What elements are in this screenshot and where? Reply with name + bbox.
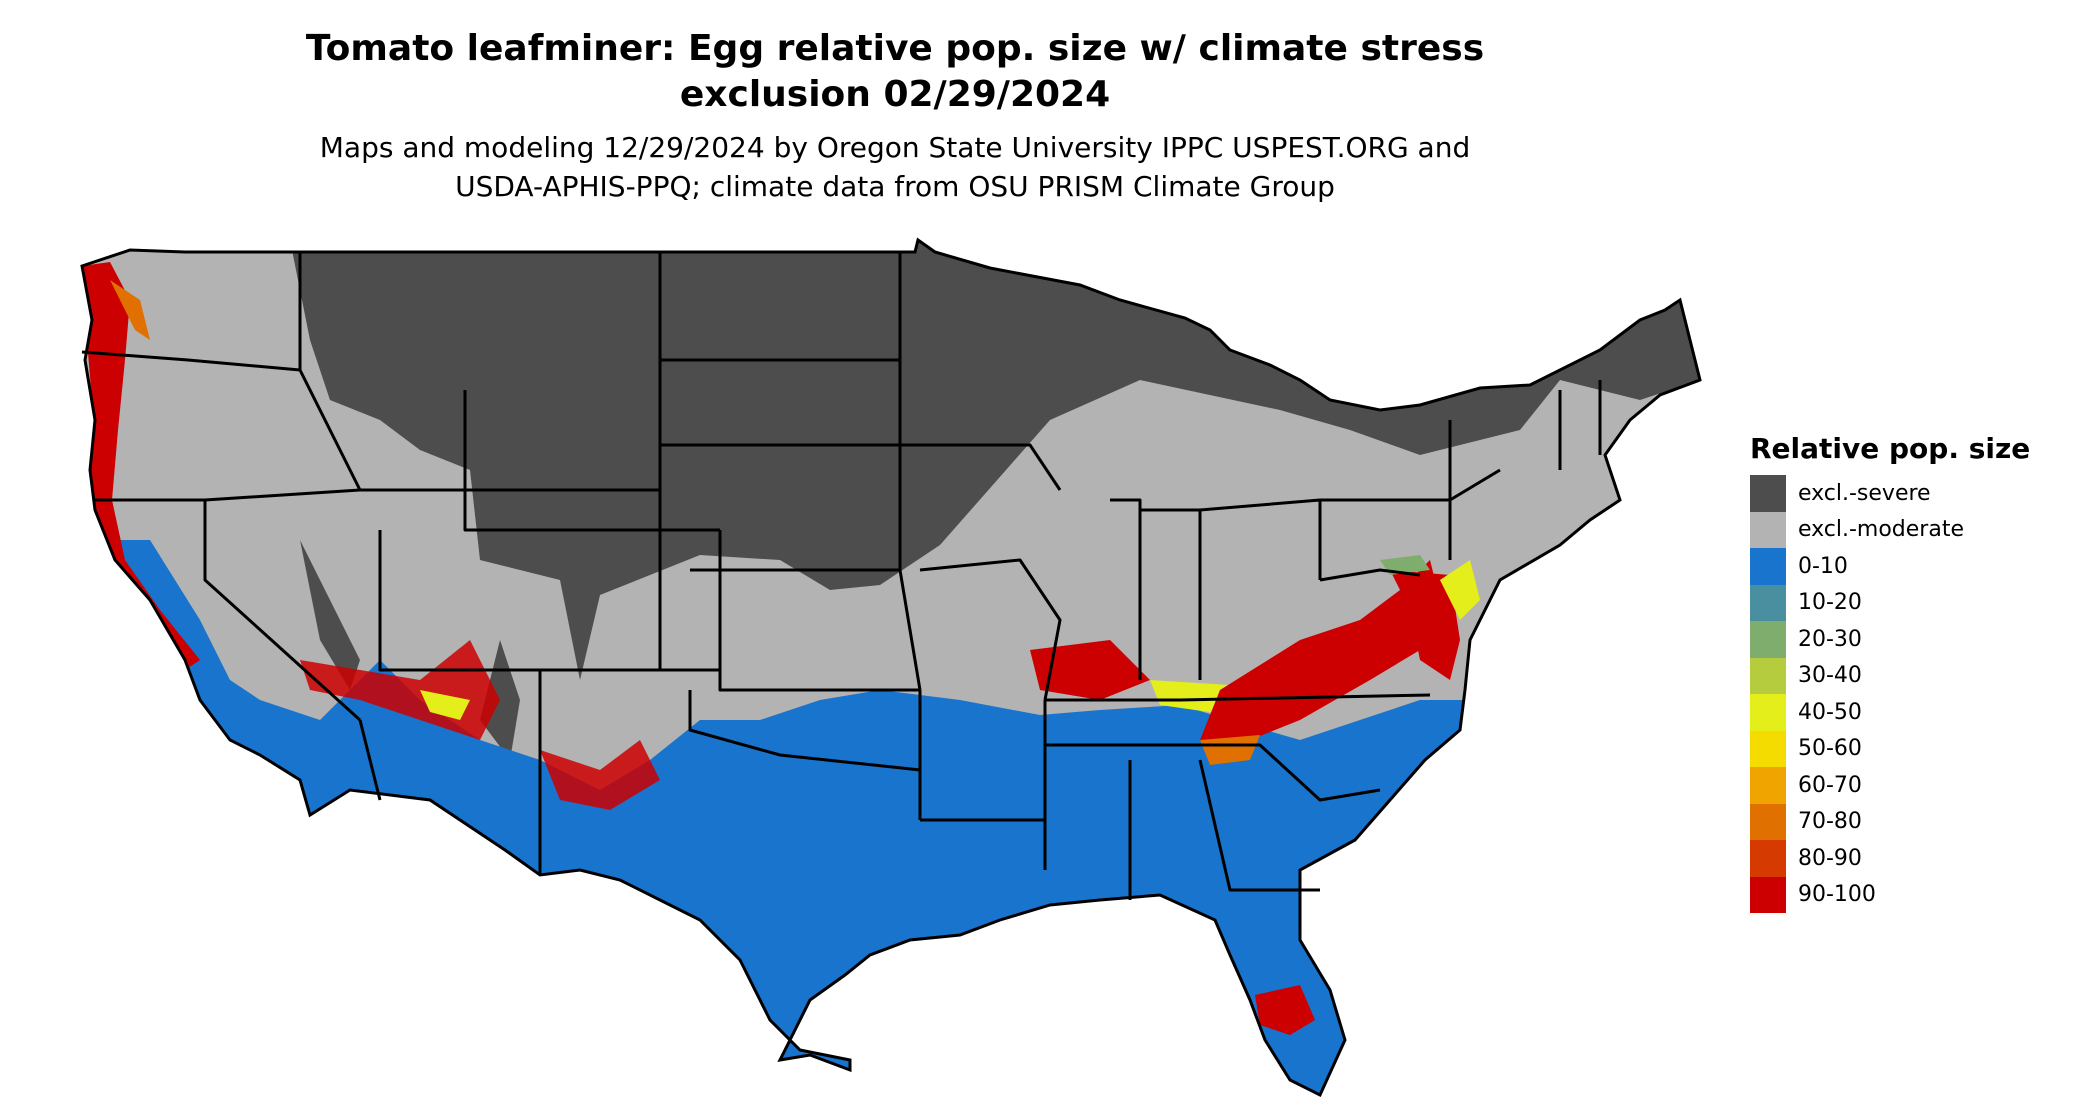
legend-swatch	[1750, 584, 1786, 621]
title-line-2: exclusion 02/29/2024	[679, 74, 1111, 115]
legend-swatch	[1750, 730, 1786, 767]
subtitle-line-1: Maps and modeling 12/29/2024 by Oregon S…	[319, 131, 1471, 164]
legend-label: excl.-severe	[1798, 480, 1931, 506]
legend-item: 0-10	[1750, 548, 2030, 585]
legend-items: excl.-severe excl.-moderate 0-10 10-20 20-30…	[1750, 475, 2030, 913]
legend-swatch	[1750, 621, 1786, 658]
legend-swatch	[1750, 803, 1786, 840]
legend-title: Relative pop. size	[1750, 432, 2031, 465]
legend-swatch	[1750, 694, 1786, 731]
legend-swatch	[1750, 840, 1786, 877]
legend-item: 90-100	[1750, 876, 2030, 913]
legend-label: 60-70	[1798, 772, 1862, 798]
legend-swatch	[1750, 876, 1786, 913]
legend-item: 20-30	[1750, 621, 2030, 658]
legend-label: 80-90	[1798, 845, 1862, 871]
legend-item: 50-60	[1750, 730, 2030, 767]
legend-item: excl.-moderate	[1750, 511, 2030, 548]
legend-swatch	[1750, 767, 1786, 804]
legend-item: 80-90	[1750, 840, 2030, 877]
legend-label: 10-20	[1798, 590, 1862, 616]
legend-item: 40-50	[1750, 694, 2030, 731]
legend-swatch	[1750, 511, 1786, 548]
map-legend: Relative pop. size excl.-severe excl.-mod…	[1750, 432, 2030, 913]
legend-label: 50-60	[1798, 736, 1862, 762]
legend-label: 0-10	[1798, 553, 1848, 579]
legend-label: 70-80	[1798, 809, 1862, 835]
us-map	[80, 238, 1702, 1097]
legend-swatch	[1750, 657, 1786, 694]
map-subtitle: Maps and modeling 12/29/2024 by Oregon S…	[0, 128, 1790, 206]
legend-label: excl.-moderate	[1798, 517, 1964, 543]
legend-label: 30-40	[1798, 663, 1862, 689]
legend-swatch	[1750, 548, 1786, 585]
legend-label: 20-30	[1798, 626, 1862, 652]
legend-label: 40-50	[1798, 699, 1862, 725]
legend-item: 70-80	[1750, 803, 2030, 840]
map-title: Tomato leafminer: Egg relative pop. size…	[0, 26, 1790, 118]
legend-item: 10-20	[1750, 584, 2030, 621]
legend-swatch	[1750, 475, 1786, 512]
legend-item: 30-40	[1750, 657, 2030, 694]
legend-label: 90-100	[1798, 882, 1876, 908]
subtitle-line-2: USDA-APHIS-PPQ; climate data from OSU PR…	[455, 170, 1335, 203]
legend-item: 60-70	[1750, 767, 2030, 804]
title-line-1: Tomato leafminer: Egg relative pop. size…	[305, 28, 1485, 69]
state-borders	[81, 252, 1602, 900]
legend-item: excl.-severe	[1750, 475, 2030, 512]
